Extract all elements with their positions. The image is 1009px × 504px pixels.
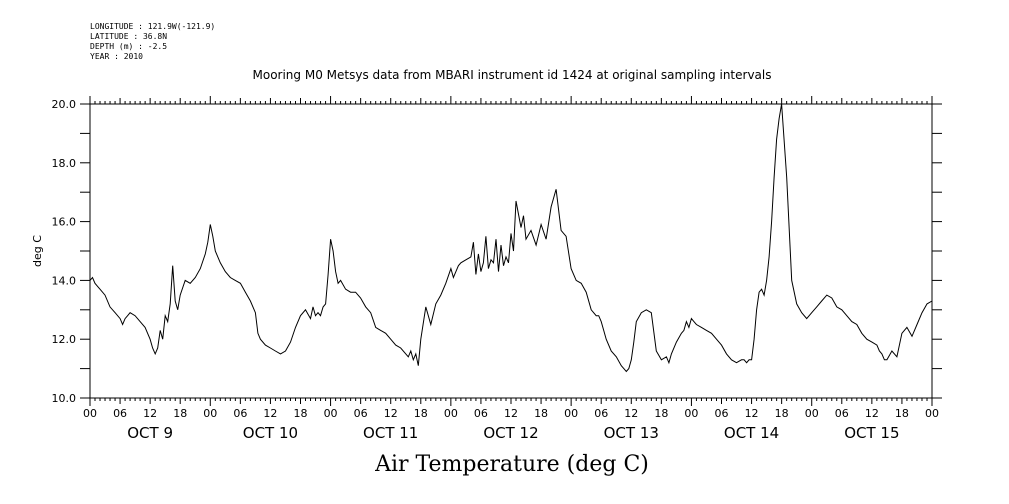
x-hour-label: 00 <box>444 407 458 420</box>
x-day-label: OCT 10 <box>243 424 298 442</box>
x-hour-label: 18 <box>895 407 909 420</box>
x-hour-label: 00 <box>83 407 97 420</box>
x-hour-label: 00 <box>564 407 578 420</box>
x-hour-label: 06 <box>113 407 127 420</box>
y-tick-label: 16.0 <box>52 216 77 229</box>
y-tick-label: 12.0 <box>52 333 77 346</box>
x-hour-label: 12 <box>865 407 879 420</box>
x-hour-label: 06 <box>594 407 608 420</box>
x-hour-label: 12 <box>143 407 157 420</box>
x-hour-label: 18 <box>414 407 428 420</box>
x-hour-label: 12 <box>263 407 277 420</box>
x-day-label: OCT 9 <box>127 424 173 442</box>
x-hour-label: 00 <box>925 407 939 420</box>
x-hour-label: 12 <box>504 407 518 420</box>
x-hour-label: 18 <box>294 407 308 420</box>
latitude-text: LATITUDE : 36.8N <box>90 32 168 41</box>
axes-layer: 10.0 12.0 14.0 16.0 18.0 20.0 00 06 12 18 00 06 12 18… <box>52 96 942 442</box>
x-hour-label: 18 <box>775 407 789 420</box>
x-hour-label: 00 <box>324 407 338 420</box>
longitude-text: LONGITUDE : 121.9W(-121.9) <box>90 22 216 31</box>
x-hour-label: 00 <box>805 407 819 420</box>
metadata-block: LONGITUDE : 121.9W(-121.9) LATITUDE : 36… <box>90 22 215 62</box>
x-hour-label: 18 <box>654 407 668 420</box>
x-hour-label: 00 <box>203 407 217 420</box>
x-hour-label: 12 <box>624 407 638 420</box>
x-hour-label: 18 <box>534 407 548 420</box>
x-hour-label: 06 <box>715 407 729 420</box>
footer-label: Air Temperature (deg C) <box>375 452 649 477</box>
x-hour-label: 06 <box>835 407 849 420</box>
plot-frame <box>89 103 933 399</box>
x-hour-label: 06 <box>354 407 368 420</box>
x-hour-label: 00 <box>684 407 698 420</box>
year-text: YEAR : 2010 <box>90 52 143 61</box>
y-axis-label: deg C <box>31 235 44 267</box>
depth-text: DEPTH (m) : -2.5 <box>90 42 168 51</box>
y-tick-label: 14.0 <box>52 274 77 287</box>
air-temperature-line <box>89 103 933 373</box>
x-day-label: OCT 12 <box>483 424 538 442</box>
y-tick-label: 20.0 <box>52 98 77 111</box>
y-tick-label: 18.0 <box>52 157 77 170</box>
x-hour-label: 12 <box>745 407 759 420</box>
x-hour-label: 06 <box>474 407 488 420</box>
x-hour-label: 12 <box>384 407 398 420</box>
x-hour-label: 06 <box>233 407 247 420</box>
x-day-label: OCT 13 <box>604 424 659 442</box>
x-day-label: OCT 15 <box>844 424 899 442</box>
x-hour-label: 18 <box>173 407 187 420</box>
x-day-label: OCT 11 <box>363 424 418 442</box>
x-day-label: OCT 14 <box>724 424 779 442</box>
y-tick-label: 10.0 <box>52 392 77 405</box>
chart-title: Mooring M0 Metsys data from MBARI instru… <box>252 68 772 82</box>
